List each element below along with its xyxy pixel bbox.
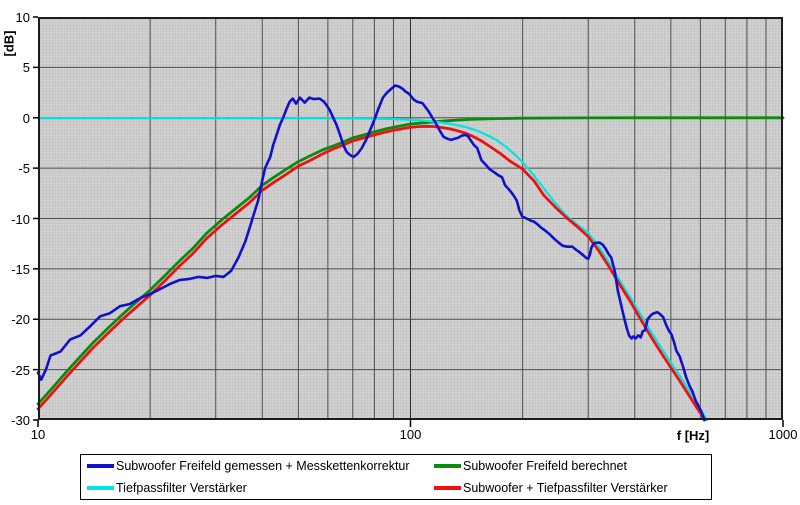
x-axis-unit-label: f [Hz] [676,428,710,443]
y-tick-label: 10 [15,10,30,25]
y-tick-label: 5 [22,60,30,76]
plot-border [38,17,783,420]
lowpass-curve [36,117,708,422]
measured-curve [36,84,706,422]
legend-item-lowpass-curve: Tiefpassfilter Verstärker [87,477,434,499]
legend-label-calculated-curve: Subwoofer Freifeld berechnet [463,458,627,473]
y-tick-label: -20 [11,312,30,328]
legend-swatch-measured-curve [87,464,114,468]
y-tick-label: -30 [11,413,30,428]
y-tick-label: -5 [18,161,30,177]
legend-item-calculated-curve: Subwoofer Freifeld berechnet [434,455,711,477]
y-tick-label: -15 [11,261,30,277]
plot-area [33,16,785,427]
legend-swatch-combined-curve [434,486,461,490]
chart-svg [33,16,785,427]
legend-swatch-calculated-curve [434,464,461,468]
legend: Subwoofer Freifeld gemessen + Messketten… [80,454,712,500]
legend-label-lowpass-curve: Tiefpassfilter Verstärker [116,480,247,495]
y-tick-label: -25 [11,362,30,378]
legend-label-measured-curve: Subwoofer Freifeld gemessen + Messketten… [116,458,410,473]
legend-item-measured-curve: Subwoofer Freifeld gemessen + Messketten… [87,455,434,477]
legend-item-combined-curve: Subwoofer + Tiefpassfilter Verstärker [434,477,711,499]
y-tick-label: -10 [11,211,30,227]
x-tick-label: 1000 [768,427,798,442]
combined-curve [36,124,706,422]
x-tick-label: 10 [30,427,46,442]
legend-label-combined-curve: Subwoofer + Tiefpassfilter Verstärker [463,480,668,495]
y-tick-label: 0 [22,110,30,126]
legend-swatch-lowpass-curve [87,486,114,490]
y-axis-unit-label: [dB] [1,30,17,57]
x-tick-label: 100 [399,427,422,442]
